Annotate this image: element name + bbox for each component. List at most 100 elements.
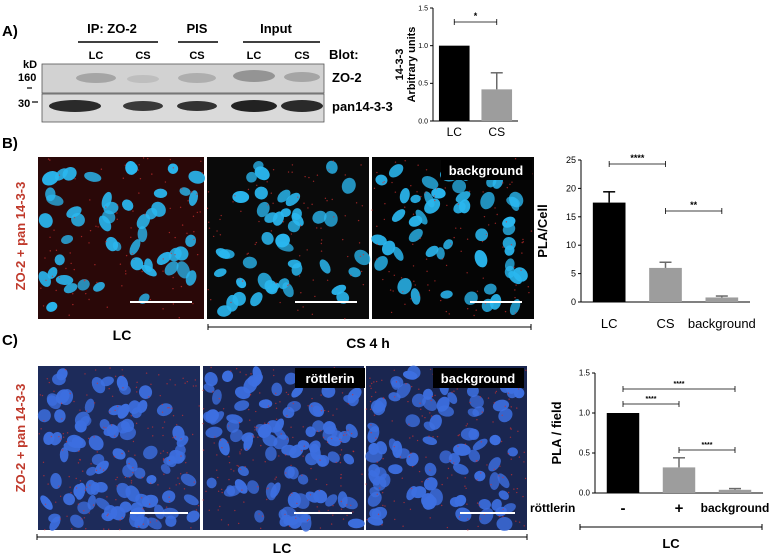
pla-dot bbox=[402, 291, 404, 293]
nucleus bbox=[183, 494, 199, 506]
significance-label: ** bbox=[690, 200, 698, 210]
pla-dot bbox=[287, 284, 289, 287]
pla-dot bbox=[218, 397, 220, 400]
y-tick-label: 0.0 bbox=[579, 489, 591, 498]
pla-dot bbox=[124, 164, 126, 166]
pla-dot bbox=[332, 514, 334, 516]
pla-dot bbox=[373, 187, 376, 190]
pla-dot bbox=[219, 439, 222, 441]
pla-dot bbox=[256, 184, 258, 187]
pla-dot bbox=[241, 280, 244, 282]
pla-dot bbox=[509, 183, 511, 186]
pla-dot bbox=[138, 192, 140, 194]
pla-dot bbox=[425, 456, 427, 458]
pla-dot bbox=[350, 274, 352, 276]
pla-dot bbox=[180, 188, 183, 190]
pla-dot bbox=[504, 405, 506, 408]
lane-label: CS bbox=[135, 50, 150, 62]
pla-dot bbox=[394, 518, 396, 521]
pla-dot bbox=[323, 409, 326, 412]
pla-dot bbox=[179, 473, 182, 475]
pla-dot bbox=[51, 275, 54, 277]
pla-dot bbox=[169, 207, 171, 210]
nucleus bbox=[284, 372, 298, 385]
pla-dot bbox=[451, 391, 453, 394]
significance-label: **** bbox=[630, 153, 645, 163]
nucleus bbox=[452, 179, 467, 194]
pla-dot bbox=[376, 171, 378, 174]
pla-dot bbox=[513, 488, 515, 490]
nucleus bbox=[84, 171, 102, 182]
pla-dot bbox=[77, 462, 80, 464]
pla-dot bbox=[314, 295, 316, 298]
pla-dot bbox=[494, 207, 496, 209]
nucleus bbox=[295, 511, 308, 523]
pla-dot bbox=[121, 285, 123, 287]
pla-dot bbox=[513, 266, 515, 269]
pla-dot bbox=[47, 158, 50, 160]
pla-dot bbox=[44, 257, 46, 259]
pla-dot bbox=[483, 215, 486, 218]
nucleus bbox=[88, 435, 104, 451]
pla-dot bbox=[149, 298, 152, 301]
pla-dot bbox=[111, 395, 114, 397]
pla-dot bbox=[192, 302, 194, 305]
nucleus bbox=[85, 479, 97, 495]
pla-dot bbox=[258, 220, 260, 223]
pla-dot bbox=[300, 292, 302, 294]
panel-label-a: A) bbox=[2, 23, 18, 40]
pla-dot bbox=[430, 415, 433, 417]
pla-dot bbox=[80, 235, 83, 238]
micrograph-c-rottlerin bbox=[202, 366, 365, 532]
pla-dot bbox=[202, 408, 205, 410]
pla-dot bbox=[393, 369, 395, 372]
pla-dot bbox=[473, 314, 475, 317]
pla-dot bbox=[412, 243, 414, 245]
pla-dot bbox=[102, 469, 105, 471]
pla-dot bbox=[142, 507, 144, 510]
pla-dot bbox=[212, 235, 215, 238]
nucleus bbox=[61, 234, 74, 244]
pla-dot bbox=[169, 158, 172, 161]
pla-dot bbox=[162, 308, 164, 310]
pla-dot bbox=[84, 489, 86, 491]
y-tick-label: 20 bbox=[566, 183, 576, 193]
pla-dot bbox=[445, 264, 448, 267]
pla-dot bbox=[168, 231, 171, 234]
pla-dot bbox=[465, 425, 467, 427]
pla-dot bbox=[311, 397, 313, 400]
nucleus bbox=[94, 481, 108, 493]
nucleus bbox=[101, 511, 114, 522]
pla-dot bbox=[247, 188, 250, 191]
pla-dot bbox=[476, 479, 478, 481]
pla-dot bbox=[172, 276, 174, 279]
pla-dot bbox=[412, 213, 415, 215]
y-tick-label: 1.5 bbox=[418, 5, 428, 12]
nucleus bbox=[467, 408, 480, 417]
pla-dot bbox=[194, 379, 197, 381]
pla-dot bbox=[217, 509, 219, 511]
pla-dot bbox=[448, 313, 450, 315]
pla-dot bbox=[181, 414, 184, 417]
pla-dot bbox=[105, 240, 107, 243]
pla-dot bbox=[110, 424, 113, 426]
pla-dot bbox=[180, 285, 183, 288]
pla-dot bbox=[266, 181, 268, 183]
pla-dot bbox=[320, 430, 322, 432]
pla-dot bbox=[320, 250, 323, 252]
panel-label-c: C) bbox=[2, 332, 18, 349]
pla-dot bbox=[227, 425, 230, 427]
micrograph-b-cs bbox=[206, 157, 371, 320]
nucleus bbox=[283, 516, 299, 526]
pla-dot bbox=[237, 465, 240, 467]
pla-dot bbox=[196, 253, 199, 256]
nucleus bbox=[180, 473, 197, 487]
pla-dot bbox=[487, 224, 490, 226]
pla-dot bbox=[73, 400, 75, 403]
nucleus bbox=[323, 210, 338, 227]
nucleus bbox=[103, 201, 119, 215]
pla-dot bbox=[130, 227, 132, 229]
nucleus bbox=[141, 494, 159, 508]
nucleus bbox=[77, 501, 91, 515]
pla-dot bbox=[420, 408, 422, 411]
